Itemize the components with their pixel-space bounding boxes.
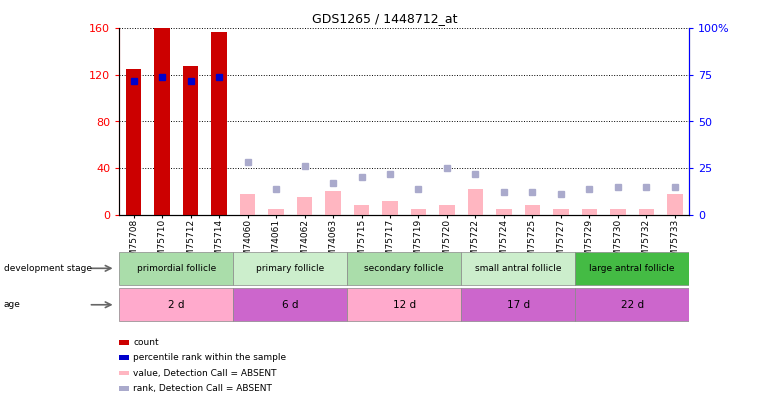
Bar [154,28,170,215]
Bar [638,209,654,215]
Text: rank, Detection Call = ABSENT: rank, Detection Call = ABSENT [133,384,272,393]
Bar [182,66,199,215]
Bar [268,209,284,215]
Bar [296,197,313,215]
Bar [126,69,142,215]
Text: count: count [133,338,159,347]
Bar [575,288,689,321]
Bar [553,209,569,215]
Text: 6 d: 6 d [282,300,299,310]
Text: development stage: development stage [4,264,92,273]
Text: 2 d: 2 d [168,300,185,310]
Bar [410,209,427,215]
Bar [610,209,626,215]
Bar [347,252,461,285]
Bar [575,252,689,285]
Text: large antral follicle: large antral follicle [589,264,675,273]
Text: primary follicle: primary follicle [256,264,324,273]
Bar [211,32,227,215]
Bar [325,192,341,215]
Bar [233,252,347,285]
Bar [667,194,683,215]
Bar [353,205,370,215]
Bar [382,201,398,215]
Bar [119,288,233,321]
Bar [119,252,233,285]
Text: 17 d: 17 d [507,300,530,310]
Text: GDS1265 / 1448712_at: GDS1265 / 1448712_at [313,12,457,25]
Bar [439,205,455,215]
Text: 12 d: 12 d [393,300,416,310]
Bar [461,288,575,321]
Text: value, Detection Call = ABSENT: value, Detection Call = ABSENT [133,369,276,377]
Text: age: age [4,300,21,309]
Bar [239,194,256,215]
Text: primordial follicle: primordial follicle [137,264,216,273]
Text: percentile rank within the sample: percentile rank within the sample [133,353,286,362]
Bar [467,189,484,215]
Text: 22 d: 22 d [621,300,644,310]
Bar [524,205,541,215]
Bar [461,252,575,285]
Bar [496,209,512,215]
Text: small antral follicle: small antral follicle [475,264,561,273]
Bar [581,209,598,215]
Bar [233,288,347,321]
Text: secondary follicle: secondary follicle [364,264,444,273]
Bar [347,288,461,321]
